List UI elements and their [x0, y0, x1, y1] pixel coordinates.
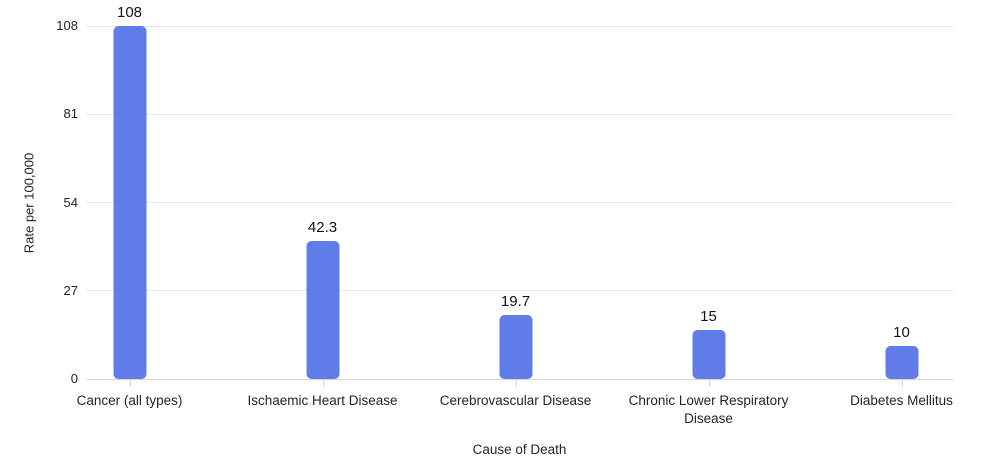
bar-value-label: 15 — [700, 307, 717, 325]
x-tick-mark — [129, 379, 131, 387]
bar-value-label: 10 — [893, 324, 910, 342]
bar-column: 42.3 — [226, 26, 419, 379]
category-axis-labels: Cancer (all types) Ischaemic Heart Diseas… — [33, 392, 998, 428]
bar-1[interactable] — [113, 26, 146, 379]
category-label: Ischaemic Heart Disease — [247, 393, 398, 408]
bar-value-label: 108 — [116, 4, 143, 21]
plot-area — [86, 25, 953, 380]
x-axis-line — [86, 378, 953, 380]
y-tick-label: 0 — [70, 371, 78, 386]
bar-5[interactable] — [885, 346, 918, 379]
bar-3[interactable] — [499, 314, 532, 379]
category-label: Chronic Lower Respiratory Disease — [628, 393, 789, 426]
bar-column: 19.7 — [419, 26, 612, 379]
bar-2[interactable] — [306, 240, 339, 379]
bars-band: 108 42.3 19.7 15 10 — [33, 4, 998, 379]
gridline — [86, 290, 953, 292]
gridline — [86, 113, 953, 115]
y-tick-label: 81 — [63, 106, 78, 122]
bar-column: 15 — [612, 26, 805, 379]
y-tick-label: 54 — [63, 194, 78, 210]
bar-value-label: 42.3 — [307, 218, 338, 236]
category-label: Cancer (all types) — [76, 393, 183, 408]
y-tick-label: 27 — [63, 282, 78, 298]
bar-4[interactable] — [692, 330, 725, 379]
bar-column: 10 — [805, 26, 998, 379]
gridline — [86, 25, 953, 27]
x-tick-mark — [322, 379, 324, 387]
y-tick-label: 108 — [56, 18, 78, 33]
x-tick-mark — [515, 379, 517, 387]
bar-column: 108 — [33, 4, 226, 379]
bar-value-label: 19.7 — [500, 292, 531, 310]
x-axis-title: Cause of Death — [472, 442, 567, 457]
gridline — [86, 202, 953, 203]
x-tick-mark — [901, 379, 903, 387]
x-tick-mark — [708, 379, 710, 387]
category-label: Diabetes Mellitus — [850, 393, 953, 408]
category-label: Cerebrovascular Disease — [439, 393, 592, 408]
